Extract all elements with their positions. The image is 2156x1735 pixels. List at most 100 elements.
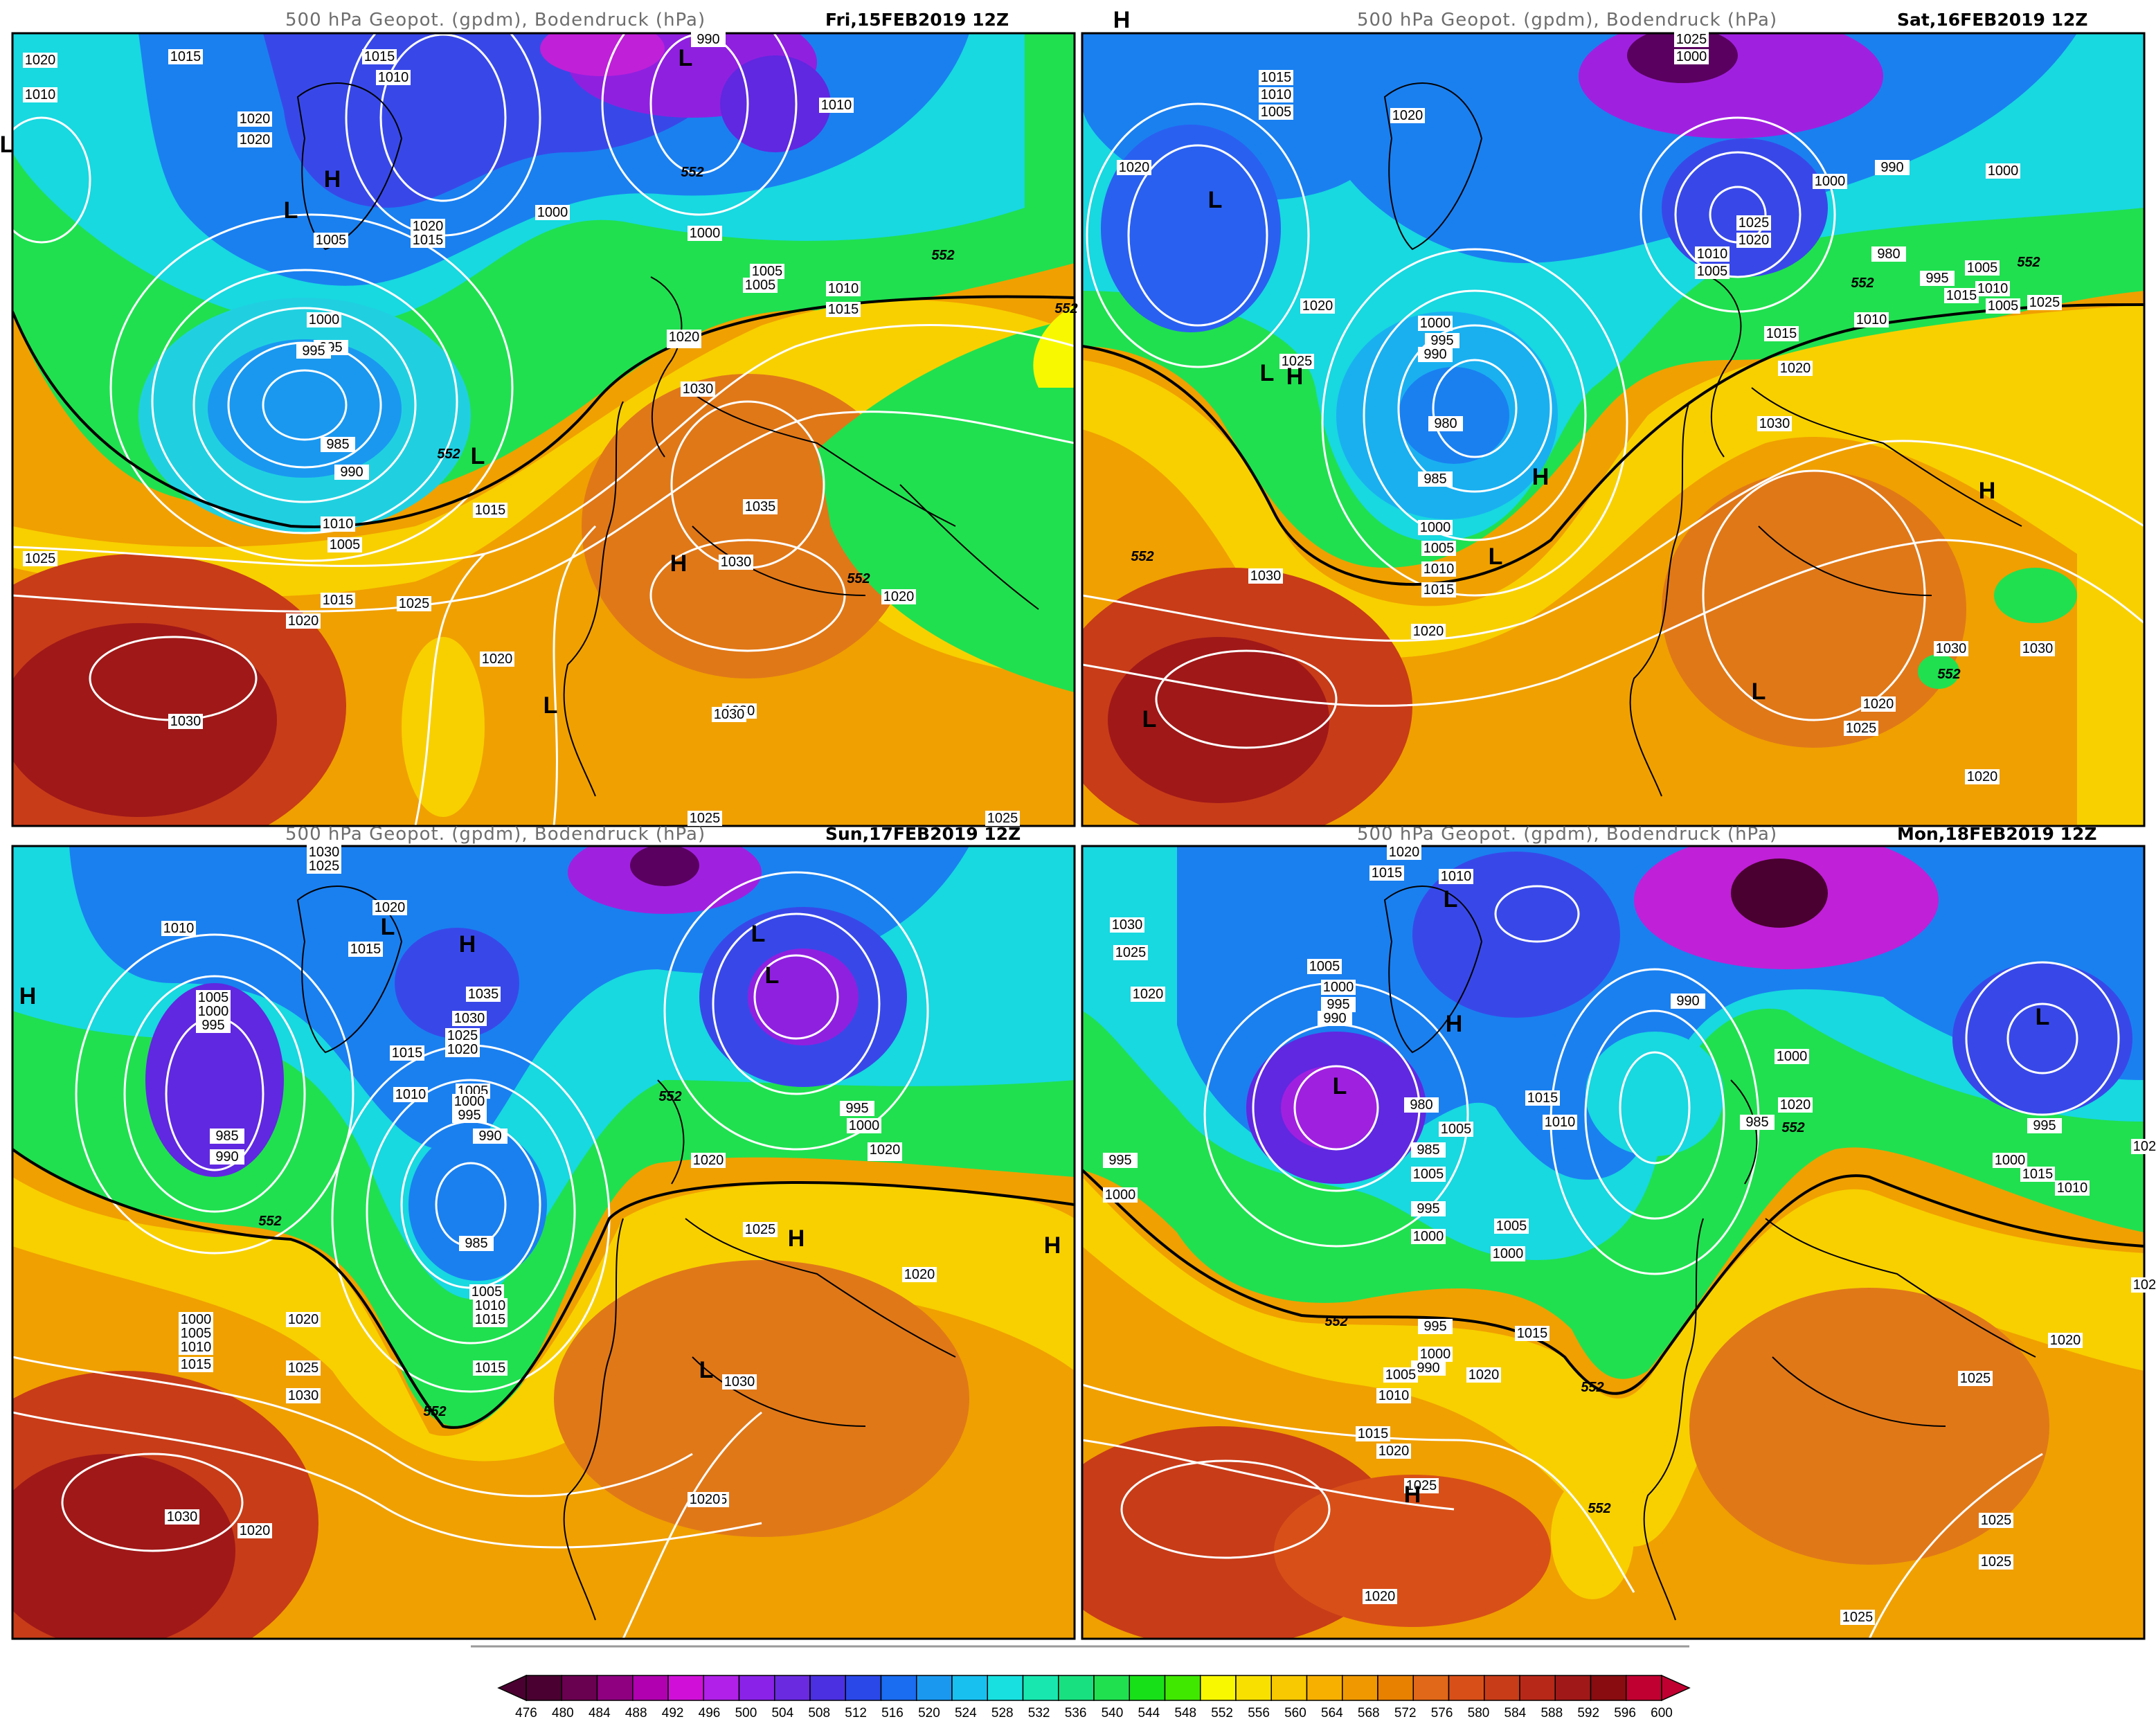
isobar-label: 1000 xyxy=(537,205,568,220)
colorbar-swatch xyxy=(1306,1675,1343,1701)
isobar-label-bg xyxy=(1958,1371,1993,1386)
isobar-label-bg xyxy=(168,49,203,64)
isobar-label: 1020 xyxy=(240,111,271,127)
isobar-label: 1020 xyxy=(1967,769,1998,784)
isobar-label: 1025 xyxy=(1676,32,1707,47)
isobar-label: 1020 xyxy=(693,1153,724,1168)
isobar-label: 1025 xyxy=(987,811,1018,826)
isobar-label-bg xyxy=(1740,1115,1775,1130)
isobar-label: 1025 xyxy=(25,551,56,566)
high-pressure-marker: H xyxy=(788,1225,805,1252)
isobar-label: 1010 xyxy=(1441,869,1472,884)
low-pressure-marker: L xyxy=(2036,1004,2050,1030)
isobar-label: 1000 xyxy=(849,1118,880,1133)
high-pressure-marker: H xyxy=(1404,1482,1421,1508)
isobar-label: 1010 xyxy=(1856,312,1887,327)
colorbar-swatch xyxy=(1129,1675,1166,1701)
map-panel-2 xyxy=(1082,33,2144,826)
colorbar-tick-label: 480 xyxy=(552,1706,574,1720)
isobar-label: 1000 xyxy=(1815,174,1846,189)
isobar-label: 1030 xyxy=(714,707,745,722)
colorbar-swatch xyxy=(1554,1675,1592,1701)
isobar-label: 1020 xyxy=(883,589,915,604)
low-pressure-marker: L xyxy=(381,914,395,940)
isobar-label-bg xyxy=(1425,333,1459,348)
isobar-label: 1020 xyxy=(482,651,513,667)
isobar-label-bg xyxy=(688,811,722,826)
isobar-label: 1010 xyxy=(2057,1180,2088,1196)
isobar-label-bg xyxy=(466,987,501,1002)
isobar-label-bg xyxy=(334,465,369,480)
isobar-label-bg xyxy=(473,503,507,518)
isobar-label-bg xyxy=(165,1509,199,1525)
isobar-label-bg xyxy=(397,596,431,611)
contour-552-label: 552 xyxy=(1581,1380,1603,1395)
isobar-label: 1020 xyxy=(1378,1444,1410,1459)
isobar-label-bg xyxy=(480,651,514,667)
isobar-label-bg xyxy=(1428,416,1463,431)
isobar-label-bg xyxy=(286,1312,321,1327)
map-panel-4 xyxy=(1082,846,2144,1639)
isobar-label-bg xyxy=(826,302,861,317)
isobar-label: 1010 xyxy=(1423,561,1455,577)
isobar-label-bg xyxy=(840,1101,874,1116)
isobar-label-bg xyxy=(452,1094,487,1109)
isobar-label-bg xyxy=(1491,1246,1525,1261)
isobar-label: 1010 xyxy=(378,70,409,85)
colorbar-swatch xyxy=(703,1675,740,1701)
isobar-label: 1005 xyxy=(1496,1219,1527,1234)
isobar-label-bg xyxy=(712,707,746,722)
isobar-label: 1020 xyxy=(870,1142,901,1158)
isobar-label: 980 xyxy=(1410,1097,1432,1113)
isobar-label-bg xyxy=(2055,1180,2090,1196)
panel-1-title: 500 hPa Geopot. (gpdm), Bodendruck (hPa) xyxy=(285,10,706,30)
isobar-label-bg xyxy=(376,70,411,85)
isobar-label-bg xyxy=(1861,696,1896,712)
isobar-label: 1005 xyxy=(1988,298,2019,314)
colorbar-tick-label: 548 xyxy=(1174,1706,1196,1720)
isobar-label: 1000 xyxy=(1420,520,1451,535)
isobar-label: 1025 xyxy=(399,596,430,611)
isobar-label-bg xyxy=(1418,1319,1453,1334)
colorbar-swatch xyxy=(1093,1675,1130,1701)
isobar-label: 1015 xyxy=(475,1312,506,1327)
isobar-label-bg xyxy=(743,278,778,293)
isobar-label-bg xyxy=(743,499,778,514)
isobar-label: 1020 xyxy=(25,53,56,68)
isobar-label-bg xyxy=(1778,361,1813,376)
isobar-label-bg xyxy=(826,281,861,296)
colorbar-swatch xyxy=(880,1675,917,1701)
isobar-label: 995 xyxy=(1423,1319,1446,1334)
isobar-label-bg xyxy=(473,1312,507,1327)
isobar-label: 995 xyxy=(458,1108,480,1123)
isobar-label: 995 xyxy=(845,1101,868,1116)
isobar-label: 1020 xyxy=(1302,298,1333,314)
isobar-label: 995 xyxy=(201,1018,224,1033)
low-pressure-marker: L xyxy=(1260,360,1275,386)
colorbar-max-arrow xyxy=(1661,1674,1691,1702)
colorbar-tick-label: 588 xyxy=(1540,1706,1563,1720)
colorbar-tick-label: 512 xyxy=(845,1706,867,1720)
isobar-label: 1015 xyxy=(1358,1426,1389,1441)
isobar-label-bg xyxy=(179,1357,213,1372)
isobar-label-bg xyxy=(1411,1142,1446,1158)
contour-552-label: 552 xyxy=(1054,301,1077,316)
isobar-label: 1020 xyxy=(375,900,406,915)
colorbar-swatch xyxy=(845,1675,882,1701)
isobar-label: 1025 xyxy=(690,811,721,826)
isobar-label-bg xyxy=(237,132,272,147)
isobar-label-bg xyxy=(1248,568,1283,584)
isobar-label: 1005 xyxy=(316,233,347,248)
colorbar-tick-label: 484 xyxy=(589,1706,611,1720)
isobar-label-bg xyxy=(1543,1115,1577,1130)
isobar-label: 1015 xyxy=(350,942,381,957)
colorbar-tick-label: 564 xyxy=(1321,1706,1343,1720)
isobar-label-bg xyxy=(411,219,445,234)
isobar-label: 1025 xyxy=(309,858,340,874)
isobar-label: 1020 xyxy=(240,132,271,147)
isobar-label: 1005 xyxy=(330,537,361,552)
isobar-label-bg xyxy=(1418,316,1453,331)
colorbar-tick-label: 504 xyxy=(771,1706,793,1720)
isobar-label-bg xyxy=(196,1004,231,1019)
